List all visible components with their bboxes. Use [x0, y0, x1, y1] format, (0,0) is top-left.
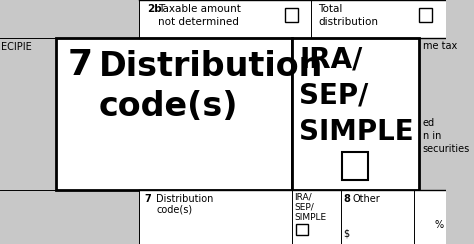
Text: securities: securities [423, 144, 470, 154]
Text: %: % [435, 220, 444, 230]
Text: $: $ [344, 228, 350, 238]
Text: ECIPIE: ECIPIE [1, 42, 32, 52]
Text: Total: Total [318, 4, 343, 14]
Text: 2b: 2b [147, 4, 162, 14]
Text: n in: n in [423, 131, 441, 141]
Bar [342, 152, 368, 180]
Text: SIMPLE: SIMPLE [299, 118, 414, 146]
Text: 8: 8 [344, 194, 350, 204]
Bar [139, 190, 446, 244]
Bar [56, 38, 292, 190]
Text: code(s): code(s) [99, 90, 238, 123]
Bar [285, 8, 298, 22]
Text: me tax: me tax [423, 41, 457, 51]
Text: 7: 7 [144, 194, 151, 204]
Bar [0, 38, 446, 190]
Bar [295, 224, 308, 235]
Text: ed: ed [423, 118, 435, 128]
Text: SEP/: SEP/ [299, 82, 369, 110]
Text: Other: Other [352, 194, 380, 204]
Text: Taxable amount: Taxable amount [158, 4, 241, 14]
Text: Distribution: Distribution [156, 194, 214, 204]
Text: IRA/: IRA/ [299, 46, 363, 74]
Text: 7: 7 [68, 48, 93, 82]
Text: SIMPLE: SIMPLE [295, 213, 327, 222]
Text: not determined: not determined [158, 17, 239, 27]
Text: IRA/: IRA/ [295, 193, 312, 202]
Text: SEP/: SEP/ [295, 203, 314, 212]
Bar [292, 38, 419, 190]
Text: Distribution: Distribution [99, 50, 323, 83]
Text: code(s): code(s) [156, 205, 192, 215]
Bar [419, 8, 432, 22]
Text: distribution: distribution [318, 17, 378, 27]
Bar [139, 0, 446, 38]
